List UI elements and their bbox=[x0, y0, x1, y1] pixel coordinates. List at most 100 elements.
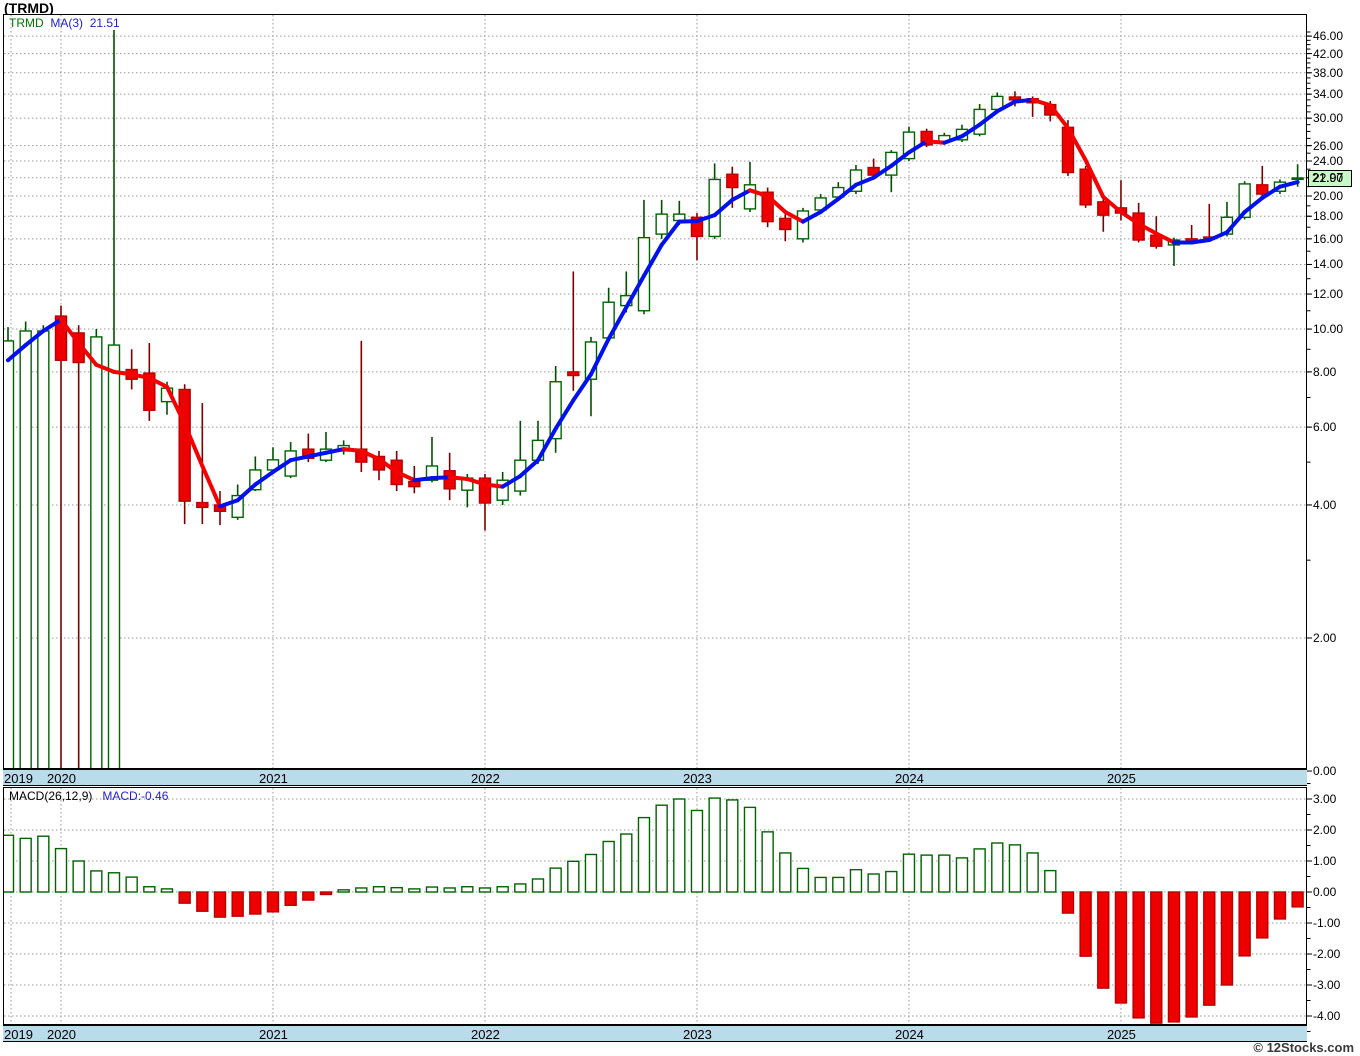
candle-body bbox=[1291, 177, 1304, 181]
ma-segment bbox=[871, 163, 894, 180]
ma-segment bbox=[624, 273, 646, 310]
ma-segment bbox=[147, 375, 169, 389]
ma-segment bbox=[518, 458, 540, 479]
year-label: 2023 bbox=[682, 1027, 712, 1042]
macd-bar bbox=[849, 868, 863, 893]
price-chart-canvas bbox=[4, 15, 1306, 768]
ma-segment bbox=[800, 210, 823, 224]
ma-segment bbox=[1242, 195, 1265, 215]
year-label: 2024 bbox=[894, 771, 924, 786]
ma-segment bbox=[1118, 210, 1141, 226]
macd-bar bbox=[90, 870, 103, 893]
macd-bar bbox=[1185, 891, 1198, 1018]
year-label: 2019 bbox=[4, 1027, 33, 1042]
macd-chart-canvas bbox=[4, 788, 1306, 1024]
candle-body bbox=[1079, 168, 1092, 206]
macd-bar bbox=[425, 886, 439, 893]
macd-bar bbox=[1238, 891, 1251, 957]
ma-segment bbox=[712, 197, 735, 218]
candle-body bbox=[408, 480, 421, 488]
macd-bar bbox=[266, 891, 280, 913]
ma-segment bbox=[659, 219, 682, 247]
macd-value: MACD:-0.46 bbox=[102, 789, 169, 803]
candle-body bbox=[19, 330, 32, 768]
macd-bar bbox=[902, 853, 916, 893]
price-axis-label: 12.00 bbox=[1313, 287, 1344, 302]
macd-bar bbox=[1044, 869, 1057, 893]
candle-body bbox=[178, 388, 191, 502]
macd-bar bbox=[178, 891, 191, 904]
macd-bar bbox=[655, 804, 668, 893]
macd-bar bbox=[461, 886, 474, 893]
ma-segment bbox=[924, 139, 947, 145]
candle-body bbox=[761, 191, 774, 223]
macd-bar bbox=[1079, 891, 1092, 957]
ma-segment bbox=[1101, 194, 1123, 215]
ma-segment bbox=[694, 213, 717, 224]
ma-segment bbox=[765, 194, 788, 215]
year-label: 2025 bbox=[1106, 771, 1136, 786]
macd-bar bbox=[1097, 891, 1110, 989]
price-axis-label: 42.00 bbox=[1313, 46, 1344, 61]
macd-bar bbox=[478, 887, 492, 893]
ma-segment bbox=[818, 196, 841, 215]
candle-body bbox=[1238, 183, 1251, 218]
macd-bar bbox=[708, 797, 721, 893]
ma-segment bbox=[906, 139, 929, 155]
ma-segment bbox=[129, 372, 152, 380]
price-axis-label: 38.00 bbox=[1313, 65, 1344, 80]
ma-segment bbox=[41, 317, 63, 333]
ma-segment bbox=[588, 336, 611, 377]
macd-bar bbox=[302, 891, 315, 901]
ma-segment bbox=[889, 150, 911, 168]
ma-segment bbox=[500, 474, 523, 489]
macd-bar bbox=[567, 860, 580, 893]
macd-bar bbox=[832, 876, 845, 893]
ma-segment bbox=[1277, 180, 1300, 189]
macd-bar bbox=[54, 847, 68, 893]
candle-body bbox=[107, 344, 121, 768]
candle-body bbox=[425, 465, 439, 481]
macd-bar bbox=[125, 876, 138, 893]
macd-bar bbox=[19, 837, 32, 893]
candle-body bbox=[549, 381, 562, 440]
macd-bar bbox=[973, 848, 986, 893]
ma-segment bbox=[1224, 210, 1247, 235]
price-axis-label: 16.00 bbox=[1313, 231, 1344, 246]
year-label: 2022 bbox=[470, 1027, 500, 1042]
price-axis-label: 14.00 bbox=[1313, 257, 1344, 272]
price-axis-label: 20.00 bbox=[1313, 189, 1344, 203]
macd-bar bbox=[284, 891, 297, 907]
price-axis-label: 8.00 bbox=[1313, 364, 1337, 379]
candle-body bbox=[690, 216, 704, 238]
ma-segment bbox=[235, 482, 258, 503]
candle-body bbox=[4, 340, 15, 768]
macd-bar bbox=[743, 806, 757, 893]
candle-body bbox=[143, 372, 156, 411]
ma-segment bbox=[853, 175, 876, 187]
ma-segment bbox=[412, 476, 434, 483]
macd-bar bbox=[867, 873, 880, 893]
price-axis-label: 46.00 bbox=[1313, 29, 1344, 44]
candle-body bbox=[796, 210, 810, 240]
ma-segment bbox=[535, 426, 558, 463]
macd-bar bbox=[231, 891, 244, 917]
ma-segment bbox=[1048, 103, 1070, 131]
year-label: 2023 bbox=[682, 771, 712, 786]
year-label: 2019 bbox=[4, 771, 33, 786]
macd-axis-label: -1.00 bbox=[1313, 916, 1341, 930]
macd-bar bbox=[1150, 891, 1163, 1024]
macd-bar bbox=[390, 886, 403, 893]
ma-segment bbox=[482, 482, 505, 489]
macd-bar bbox=[4, 834, 15, 893]
candle-body bbox=[231, 494, 244, 519]
ma-segment bbox=[977, 109, 1000, 127]
macd-bar bbox=[673, 798, 686, 893]
macd-bar bbox=[443, 887, 456, 893]
ma-segment bbox=[1065, 126, 1088, 163]
legend-ma-value: 21.51 bbox=[89, 16, 120, 30]
candle-body bbox=[920, 130, 933, 146]
ma-segment bbox=[942, 134, 964, 145]
macd-bar bbox=[1273, 891, 1287, 920]
year-label: 2021 bbox=[258, 1027, 288, 1042]
